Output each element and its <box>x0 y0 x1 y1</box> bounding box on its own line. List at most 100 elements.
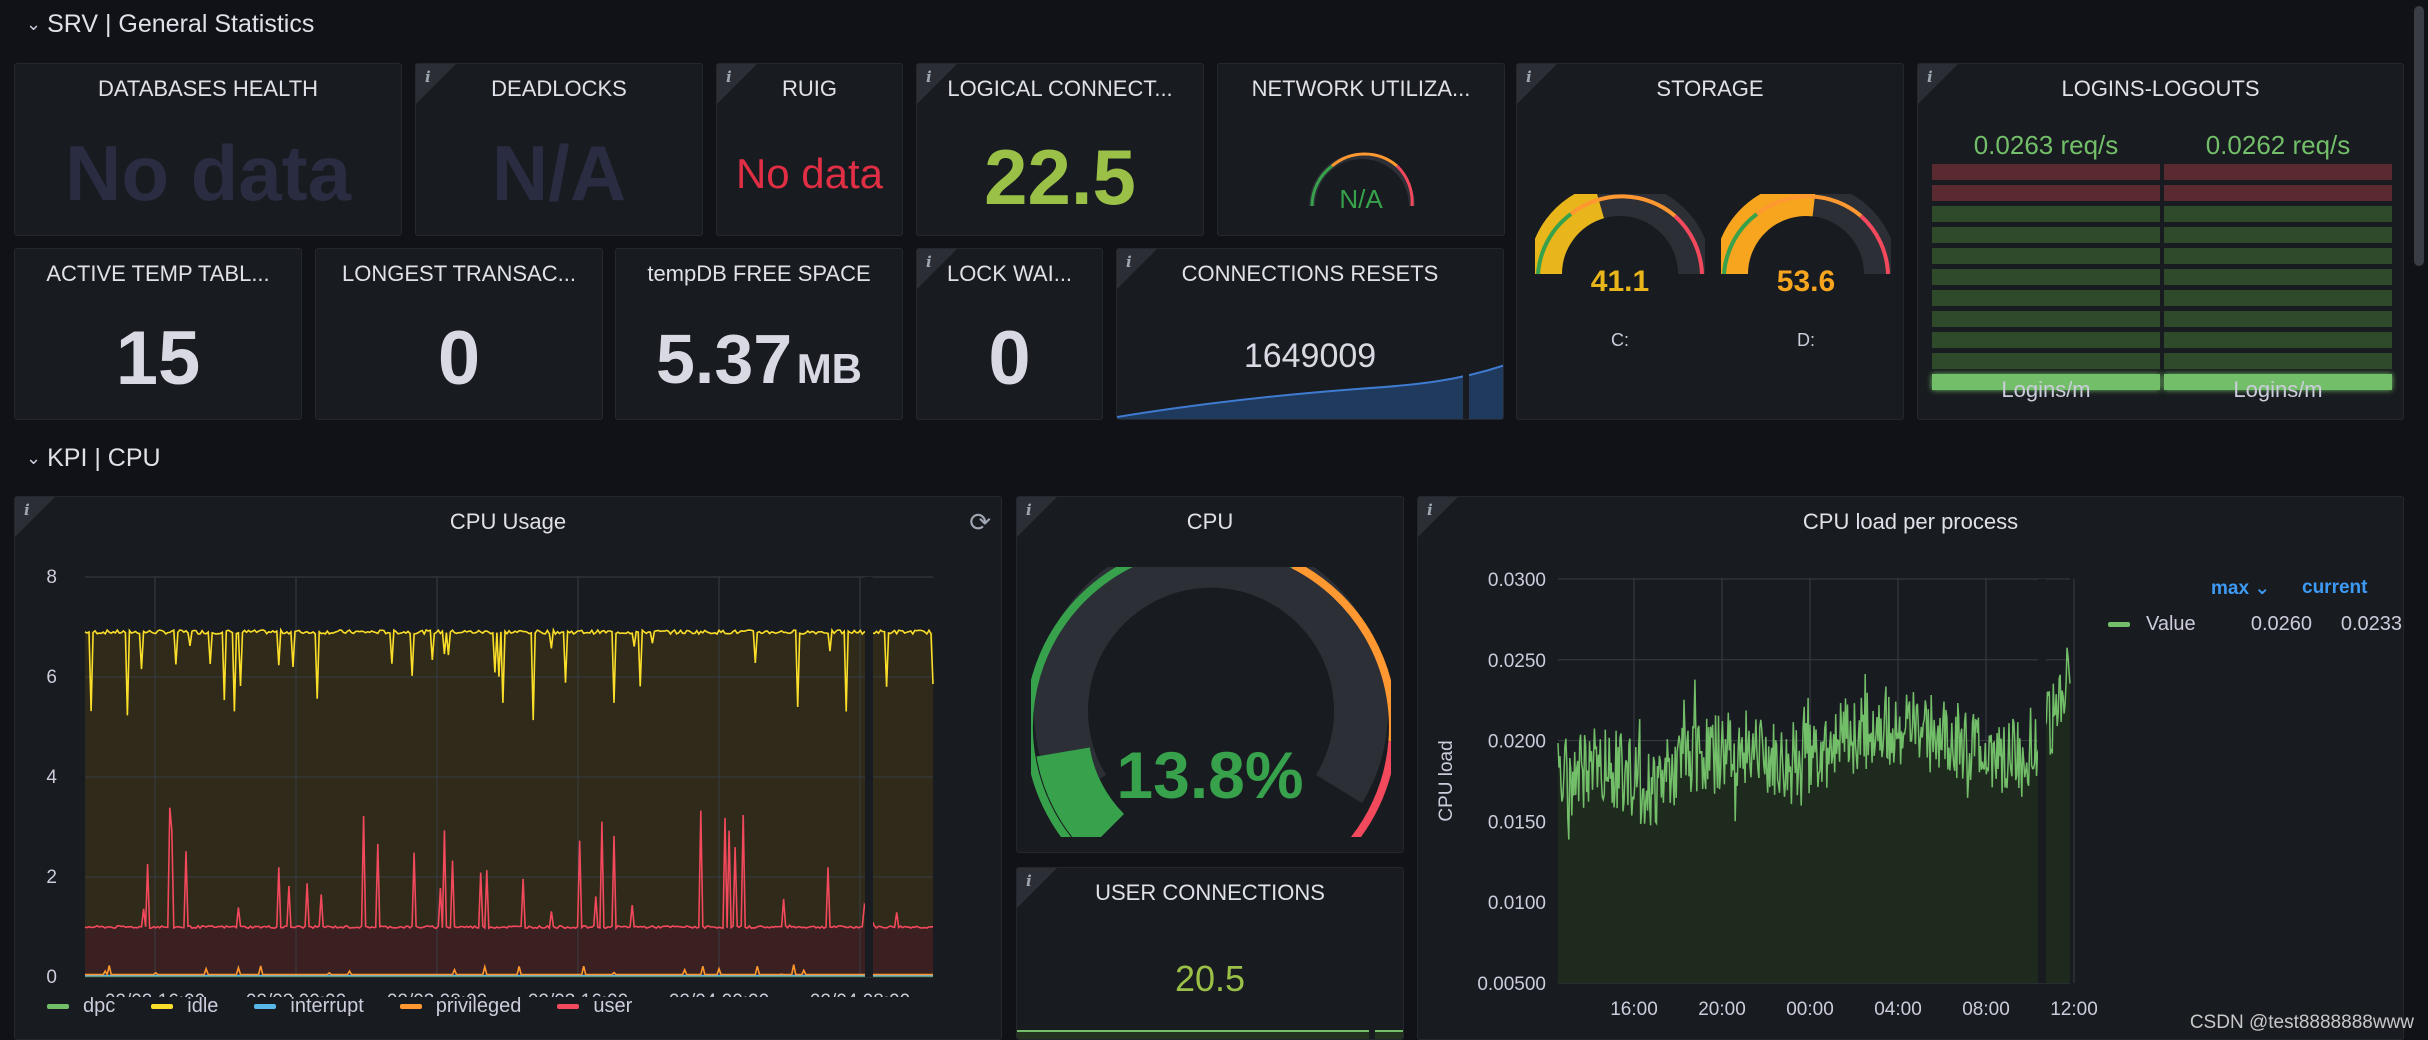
y-tick-label: 0.0150 <box>1488 812 1546 833</box>
panel-databases-health[interactable]: DATABASES HEALTH No data <box>14 63 402 236</box>
bar-segment <box>1932 206 2160 222</box>
panel-logins-logouts[interactable]: i LOGINS-LOGOUTS 0.0263 req/s 0.0262 req… <box>1917 63 2404 420</box>
row-general-statistics[interactable]: ⌄ SRV | General Statistics <box>26 10 314 39</box>
series-idle-line <box>84 627 934 721</box>
info-icon[interactable]: i <box>726 68 732 86</box>
panel-longest-transaction[interactable]: LONGEST TRANSAC... 0 <box>315 248 603 420</box>
info-corner <box>917 64 957 104</box>
legend-swatch <box>151 1004 174 1009</box>
stat-value: 20.5 <box>1174 958 1246 999</box>
refresh-icon[interactable]: ⟳ <box>969 507 991 537</box>
bar-segment <box>2164 206 2392 222</box>
panel-active-temp-tables[interactable]: ACTIVE TEMP TABL... 15 <box>14 248 302 420</box>
info-icon[interactable]: i <box>926 253 932 271</box>
info-corner <box>1517 64 1557 104</box>
x-tick-label: 02/03 00:00 <box>246 991 346 997</box>
bar-segment <box>1932 332 2160 348</box>
bar-segment <box>1932 248 2160 264</box>
x-tick-label: 02/03 08:00 <box>387 991 487 997</box>
panel-logical-connections[interactable]: i LOGICAL CONNECT... 22.5 <box>916 63 1204 236</box>
panel-title: tempDB FREE SPACE <box>647 261 871 286</box>
info-corner <box>1418 497 1458 537</box>
stat-value: No data <box>735 150 884 197</box>
panel-cpu-load-per-process[interactable]: i CPU load per process 0.00500 0.0100 0.01… <box>1417 496 2404 1040</box>
panel-cpu-usage[interactable]: i CPU Usage ⟳ 0 2 4 6 8 02/02 16:00 02/03 00:0… <box>14 496 1002 1040</box>
gauge-d-label: D: <box>1797 330 1815 350</box>
panel-storage[interactable]: i STORAGE 41.1 C: 53.6 D: <box>1516 63 1904 420</box>
info-icon[interactable]: i <box>24 501 30 519</box>
panel-lock-wait[interactable]: i LOCK WAI... 0 <box>916 248 1103 420</box>
legend-row-value[interactable]: Value 0.0260 0.0233 <box>2108 613 2402 636</box>
legend-series-name: Value <box>2146 613 2196 635</box>
legend-item-privileged[interactable]: privileged <box>399 995 522 1018</box>
gauge-c-value: 41.1 <box>1591 265 1649 298</box>
y-tick-label: 0.0250 <box>1488 651 1546 672</box>
legend-max-value: 0.0260 <box>2250 613 2312 635</box>
page-scrollbar[interactable] <box>2414 6 2424 266</box>
logins-left-value: 0.0263 req/s <box>1973 130 2119 160</box>
panel-deadlocks[interactable]: i DEADLOCKS N/A <box>415 63 703 236</box>
y-tick-label: 0.0300 <box>1488 570 1546 591</box>
info-icon[interactable]: i <box>926 68 932 86</box>
bar-segment <box>1932 269 2160 285</box>
legend-item-dpc[interactable]: dpc <box>47 995 115 1018</box>
x-tick-label: 02/02 16:00 <box>105 991 205 997</box>
info-corner <box>1918 64 1958 104</box>
legend-swatch <box>399 1004 422 1009</box>
info-icon[interactable]: i <box>1126 253 1132 271</box>
legend-item-user[interactable]: user <box>557 995 632 1018</box>
gap-bar <box>865 577 873 977</box>
stat-value: 13.8% <box>1116 738 1304 812</box>
cpu-load-chart: 0.00500 0.0100 0.0150 0.0200 0.0250 0.0300 16:… <box>1436 570 2098 1020</box>
series-value-line <box>1557 647 2071 840</box>
panel-title: CPU <box>1186 509 1234 534</box>
panel-connections-resets[interactable]: i CONNECTIONS RESETS 1649009 <box>1116 248 1504 420</box>
legend-current-value: 0.0233 <box>2340 613 2402 635</box>
legend-swatch <box>254 1004 277 1009</box>
x-tick-label: 08:00 <box>1962 999 2010 1020</box>
cpu-usage-chart: 0 2 4 6 8 02/02 16:00 02/03 00:00 02/03 08:00 02… <box>46 567 934 997</box>
legend-max-header[interactable]: max <box>2211 578 2250 599</box>
info-icon[interactable]: i <box>425 68 431 86</box>
info-icon[interactable]: i <box>1927 68 1933 86</box>
stat-value-wrap: 5.37 MB <box>616 319 902 399</box>
legend-label: user <box>593 995 633 1017</box>
bar-segment <box>1932 164 2160 180</box>
panel-title: CONNECTIONS RESETS <box>1181 261 1439 286</box>
panel-title: LOGINS-LOGOUTS <box>2061 76 2260 101</box>
panel-title: LOGICAL CONNECT... <box>947 76 1173 101</box>
info-icon[interactable]: i <box>1026 501 1032 519</box>
bar-segment <box>2164 332 2392 348</box>
legend-swatch <box>557 1004 580 1009</box>
logins-right-bargauge <box>2164 164 2392 395</box>
bar-segment <box>1932 353 2160 369</box>
legend-item-interrupt[interactable]: interrupt <box>254 995 364 1018</box>
legend-current-header[interactable]: current <box>2302 577 2368 598</box>
info-icon[interactable]: i <box>1026 872 1032 890</box>
info-corner <box>917 249 957 289</box>
legend-header: max ⌄ <box>2211 577 2270 600</box>
panel-cpu[interactable]: i CPU 13.8% <box>1016 496 1404 853</box>
info-icon[interactable]: i <box>1526 68 1532 86</box>
storage-gauge-c: 41.1 C: <box>1535 194 1705 350</box>
row-kpi-cpu[interactable]: ⌄ KPI | CPU <box>26 444 161 473</box>
y-tick-label: 0.0100 <box>1488 893 1546 914</box>
panel-title: LOCK WAI... <box>946 261 1073 286</box>
legend-label: privileged <box>435 995 522 1017</box>
info-icon[interactable]: i <box>1427 501 1433 519</box>
info-corner <box>1017 868 1057 908</box>
bar-segment <box>1932 185 2160 201</box>
panel-ruig[interactable]: i RUIG No data <box>716 63 903 236</box>
panel-network-utilization[interactable]: NETWORK UTILIZA... N/A <box>1217 63 1505 236</box>
panel-title: DATABASES HEALTH <box>97 76 319 101</box>
legend-item-idle[interactable]: idle <box>151 995 218 1018</box>
panel-tempdb-free-space[interactable]: tempDB FREE SPACE 5.37 MB <box>615 248 903 420</box>
stat-value: 15 <box>115 316 201 401</box>
info-corner <box>15 497 55 537</box>
stat-value: N/A <box>491 129 627 217</box>
logins-left-label: Logins/m <box>2001 377 2091 402</box>
panel-title: STORAGE <box>1656 76 1764 101</box>
panel-user-connections[interactable]: i USER CONNECTIONS 20.5 <box>1016 867 1404 1040</box>
user-area <box>85 927 933 977</box>
info-corner <box>1017 497 1057 537</box>
